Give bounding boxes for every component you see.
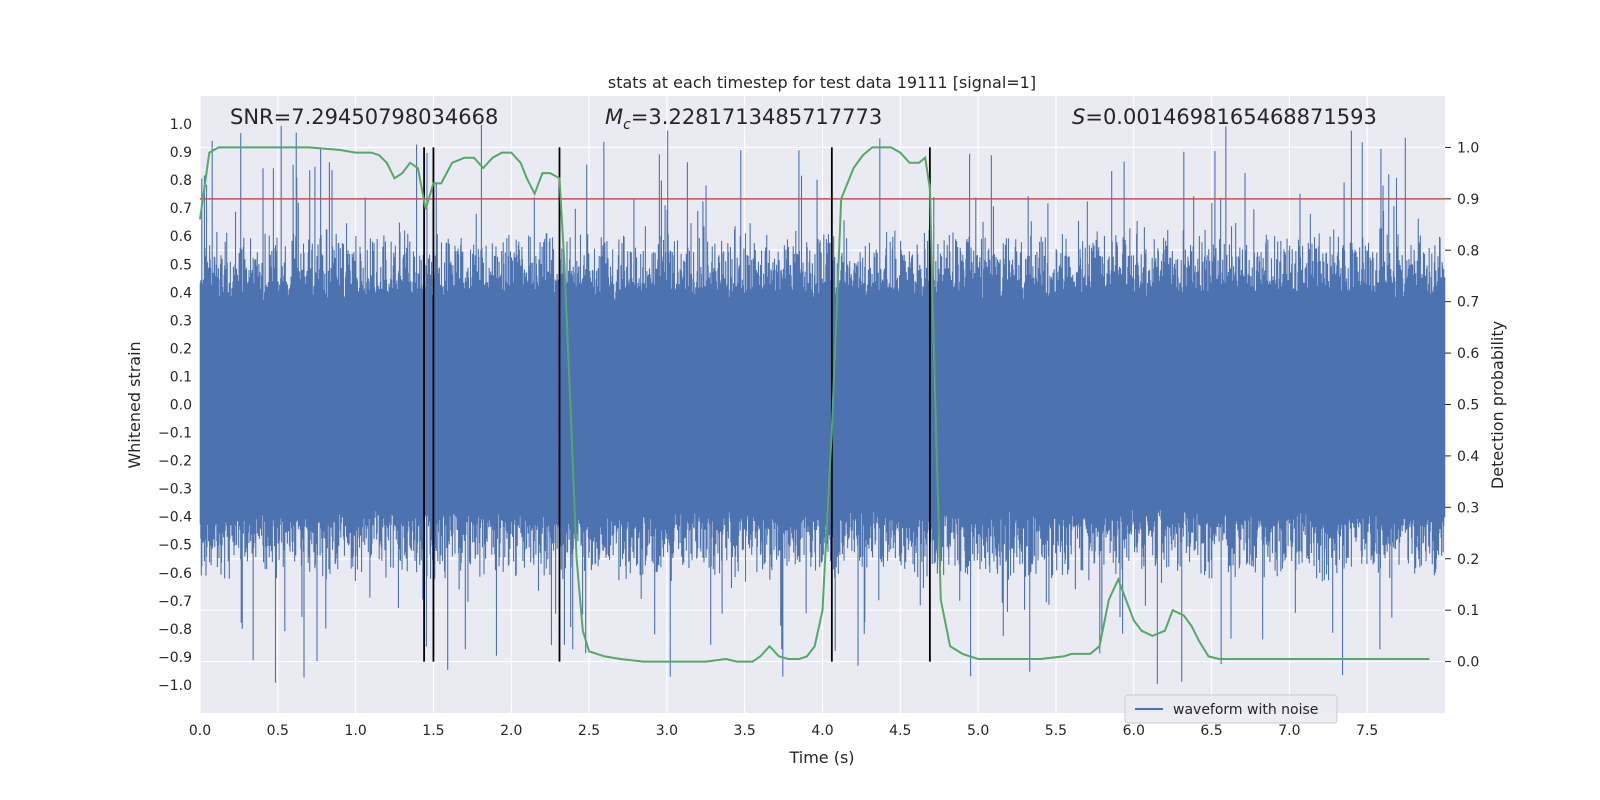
x-tick-label: 4.0 [811, 723, 833, 739]
right-y-tick-label: 0.8 [1457, 243, 1479, 259]
x-tick-label: 7.0 [1278, 723, 1300, 739]
left-y-tick-label: 0.9 [170, 145, 192, 161]
detection-probability-series [199, 146, 1430, 663]
legend-box [1124, 694, 1338, 724]
left-y-tick-label: 0.5 [170, 257, 192, 273]
x-tick-label: 1.5 [422, 723, 444, 739]
right-y-axis-label: Detection probability [1488, 321, 1507, 489]
right-y-tick-label: 0.6 [1457, 346, 1479, 362]
right-y-tick-label: 0.7 [1457, 295, 1479, 311]
detection-boundary-lines [423, 147, 931, 662]
x-tick-label: 6.0 [1123, 723, 1145, 739]
legend: waveform with noise [1124, 694, 1338, 724]
snr-annotation: SNR=7.29450798034668 [230, 105, 498, 129]
legend-entry-label: waveform with noise [1173, 702, 1318, 718]
s-value: =0.0014698165468871593 [1085, 105, 1377, 129]
left-y-tick-label: 0.3 [170, 313, 192, 329]
chirp-mass-subscript: c [623, 117, 631, 133]
s-annotation: S=0.0014698165468871593 [1072, 105, 1377, 129]
x-tick-label: 2.5 [578, 723, 600, 739]
right-y-tick-label: 0.5 [1457, 398, 1479, 414]
left-y-axis-ticks: −1.0 −0.9 −0.8 −0.7 −0.6 −0.5 −0.4 −0.3 −0.2 −0.1… [158, 117, 192, 694]
left-y-tick-label: −0.3 [158, 482, 192, 498]
x-tick-label: 2.0 [500, 723, 522, 739]
right-y-tick-label: 0.4 [1457, 449, 1479, 465]
s-symbol: S [1072, 105, 1085, 129]
left-y-tick-label: 1.0 [170, 117, 192, 133]
waveform-with-noise-series [199, 125, 1446, 684]
left-y-tick-label: 0.7 [170, 201, 192, 217]
x-tick-label: 0.0 [189, 723, 211, 739]
right-y-tick-label: 0.3 [1457, 500, 1479, 516]
x-tick-label: 5.0 [967, 723, 989, 739]
chirp-mass-value: =3.2281713485717773 [631, 105, 882, 129]
x-axis-ticks: 0.0 0.5 1.0 1.5 2.0 2.5 3.0 3.5 4.0 4.5 5.0 5.5 6.0 6… [189, 723, 1378, 739]
left-y-tick-label: −0.6 [158, 566, 192, 582]
left-y-tick-label: 0.8 [170, 173, 192, 189]
chirp-mass-symbol: M [605, 105, 623, 129]
x-tick-label: 3.0 [656, 723, 678, 739]
waveform-trace [199, 125, 1446, 684]
x-tick-label: 3.5 [734, 723, 756, 739]
chirp-mass-annotation: Mc=3.2281713485717773 [605, 105, 882, 133]
left-y-tick-label: 0.1 [170, 369, 192, 385]
left-y-tick-label: −0.7 [158, 594, 192, 610]
right-y-tick-label: 0.1 [1457, 603, 1479, 619]
x-tick-label: 6.5 [1200, 723, 1222, 739]
right-y-tick-label: 1.0 [1457, 140, 1479, 156]
left-y-tick-label: 0.4 [170, 285, 192, 301]
left-y-tick-label: −0.8 [158, 622, 192, 638]
x-tick-label: 4.5 [889, 723, 911, 739]
left-y-tick-label: 0.6 [170, 229, 192, 245]
x-tick-label: 1.0 [344, 723, 366, 739]
left-y-tick-label: −0.2 [158, 454, 192, 470]
right-y-axis-ticks: 0.0 0.1 0.2 0.3 0.4 0.5 0.6 0.7 0.8 0.9 1.0 [1445, 140, 1479, 671]
x-tick-label: 0.5 [267, 723, 289, 739]
x-tick-label: 7.5 [1356, 723, 1378, 739]
right-y-tick-label: 0.9 [1457, 192, 1479, 208]
chart-title: stats at each timestep for test data 191… [608, 73, 1036, 92]
left-y-tick-label: −0.9 [158, 650, 192, 666]
left-y-tick-label: −1.0 [158, 678, 192, 694]
left-y-tick-label: 0.2 [170, 341, 192, 357]
left-y-tick-label: −0.5 [158, 538, 192, 554]
left-y-tick-label: −0.4 [158, 510, 192, 526]
right-y-tick-label: 0.0 [1457, 655, 1479, 671]
right-y-tick-label: 0.2 [1457, 552, 1479, 568]
left-y-axis-label: Whitened strain [125, 341, 144, 468]
left-y-tick-label: −0.1 [158, 426, 192, 442]
x-tick-label: 5.5 [1045, 723, 1067, 739]
x-axis-label: Time (s) [788, 748, 854, 767]
left-y-tick-label: 0.0 [170, 398, 192, 414]
